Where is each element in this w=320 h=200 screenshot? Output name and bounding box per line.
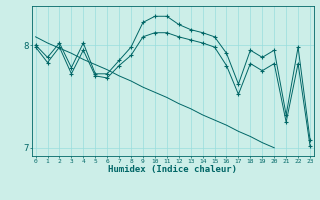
- X-axis label: Humidex (Indice chaleur): Humidex (Indice chaleur): [108, 165, 237, 174]
